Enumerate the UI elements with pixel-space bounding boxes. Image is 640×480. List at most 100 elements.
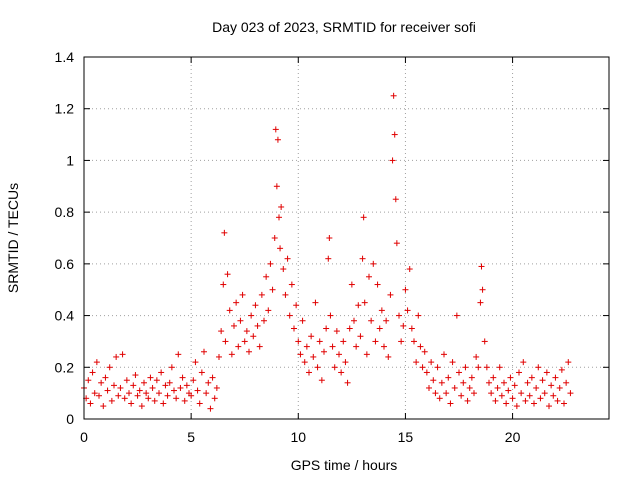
data-point xyxy=(336,351,342,358)
data-point xyxy=(117,384,124,391)
data-point xyxy=(490,374,497,381)
data-point xyxy=(526,392,533,399)
data-point xyxy=(108,397,115,404)
data-point xyxy=(567,390,574,397)
data-point xyxy=(326,235,333,241)
data-point xyxy=(355,302,362,309)
data-point xyxy=(188,392,195,399)
x-axis-label: GPS time / hours xyxy=(291,457,398,473)
data-point xyxy=(368,317,375,324)
data-point xyxy=(166,379,173,386)
grid xyxy=(84,57,609,419)
data-point xyxy=(207,405,214,412)
data-point xyxy=(430,377,437,384)
data-point xyxy=(541,390,548,397)
data-point xyxy=(265,307,272,314)
data-point xyxy=(460,379,467,386)
data-point xyxy=(396,312,402,319)
data-point xyxy=(256,343,263,350)
data-point xyxy=(325,255,332,262)
data-point xyxy=(426,384,432,391)
data-point xyxy=(102,374,109,381)
data-point xyxy=(171,387,177,394)
data-point xyxy=(323,325,330,332)
data-point xyxy=(246,348,252,355)
data-point xyxy=(213,384,220,391)
data-point xyxy=(518,390,525,397)
data-point xyxy=(331,364,338,371)
data-point xyxy=(479,286,486,293)
data-point xyxy=(546,403,552,410)
data-point xyxy=(392,196,399,203)
data-point xyxy=(449,359,456,366)
x-tick-label: 0 xyxy=(80,429,88,445)
data-point xyxy=(321,348,327,355)
data-point xyxy=(509,395,516,402)
data-point xyxy=(181,397,188,404)
data-point xyxy=(147,374,154,381)
data-point xyxy=(173,395,180,402)
data-point xyxy=(115,392,122,399)
data-point xyxy=(441,351,447,358)
data-point xyxy=(123,377,130,384)
data-point xyxy=(221,229,228,236)
data-point xyxy=(483,364,490,371)
data-point xyxy=(130,382,137,389)
y-tick-label: 1.4 xyxy=(55,49,75,65)
data-point xyxy=(297,351,304,358)
data-point xyxy=(458,392,465,399)
data-point xyxy=(436,395,443,402)
data-point xyxy=(539,377,546,384)
data-point xyxy=(423,369,430,376)
data-point xyxy=(91,390,98,397)
data-point xyxy=(353,343,360,350)
y-tick-label: 1 xyxy=(66,152,74,168)
data-point xyxy=(478,263,485,270)
data-point xyxy=(128,400,135,407)
data-point xyxy=(376,325,383,332)
data-point xyxy=(501,379,507,386)
data-point xyxy=(413,359,420,366)
data-point xyxy=(338,369,345,376)
data-point xyxy=(561,400,567,407)
data-point xyxy=(488,390,495,397)
data-point xyxy=(344,379,351,386)
x-tick-label: 5 xyxy=(187,429,195,445)
data-point xyxy=(415,312,422,319)
data-point xyxy=(192,359,199,366)
data-point xyxy=(327,312,334,319)
data-point xyxy=(419,364,426,371)
data-point xyxy=(340,338,347,345)
data-point xyxy=(211,395,218,402)
data-point xyxy=(533,384,540,391)
y-axis-label: SRMTID / TECUs xyxy=(5,183,21,293)
data-point xyxy=(269,286,276,293)
data-point xyxy=(203,390,210,397)
data-point xyxy=(524,379,531,386)
data-point xyxy=(93,359,100,366)
data-point xyxy=(511,382,518,389)
data-point xyxy=(267,260,274,267)
data-point xyxy=(393,240,400,247)
data-point xyxy=(468,374,475,381)
data-point xyxy=(357,333,364,340)
data-point xyxy=(390,92,397,99)
data-point xyxy=(254,322,261,329)
data-point xyxy=(220,281,227,288)
data-point xyxy=(428,359,435,366)
y-tick-label: 0.8 xyxy=(55,204,75,220)
data-point xyxy=(216,353,222,360)
data-point xyxy=(374,281,381,288)
data-point xyxy=(248,312,255,319)
data-point xyxy=(194,387,201,394)
data-point xyxy=(274,136,281,143)
data-point xyxy=(329,343,336,350)
data-point xyxy=(443,390,450,397)
data-point xyxy=(224,271,231,278)
data-point xyxy=(250,333,257,340)
data-point xyxy=(316,338,323,345)
data-point xyxy=(432,390,439,397)
data-point xyxy=(408,325,415,332)
data-point xyxy=(471,390,477,397)
